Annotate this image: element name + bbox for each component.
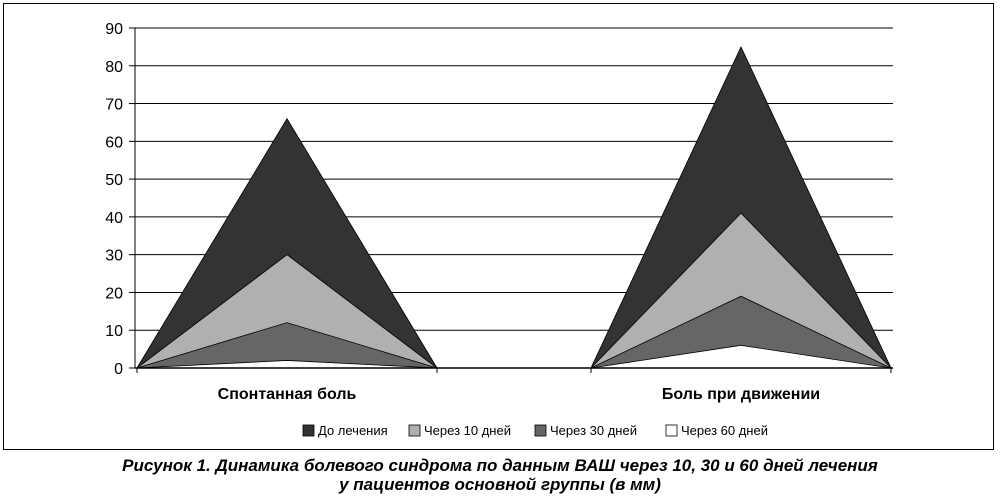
x-category-label: Боль при движении (662, 386, 820, 403)
legend-label: Через 10 дней (424, 423, 511, 438)
legend-swatch (408, 424, 421, 437)
y-tick-label: 10 (105, 323, 123, 340)
legend-label: Через 30 дней (550, 423, 637, 438)
legend-swatch (534, 424, 547, 437)
y-tick-label: 50 (105, 172, 123, 189)
y-tick-label: 80 (105, 59, 123, 76)
y-tick-label: 40 (105, 210, 123, 227)
chart-frame (3, 3, 994, 450)
y-tick-label: 70 (105, 97, 123, 114)
legend-label: До лечения (318, 423, 388, 438)
legend-swatch (665, 424, 678, 437)
y-tick-label: 30 (105, 248, 123, 265)
y-tick-label: 0 (114, 361, 123, 378)
figure-caption-line2: у пациентов основной группы (в мм) (339, 475, 661, 494)
legend-swatch (302, 424, 315, 437)
chart-svg: 0 10 20 30 40 50 60 70 80 90 Спонтанная боль Боль п… (105, 21, 893, 438)
figure-caption-line1: Рисунок 1. Динамика болевого синдрома по… (122, 456, 878, 475)
y-tick-label: 60 (105, 134, 123, 151)
y-tick-label: 20 (105, 285, 123, 302)
legend-label: Через 60 дней (681, 423, 768, 438)
x-category-label: Спонтанная боль (218, 386, 357, 403)
y-tick-label: 90 (105, 21, 123, 38)
